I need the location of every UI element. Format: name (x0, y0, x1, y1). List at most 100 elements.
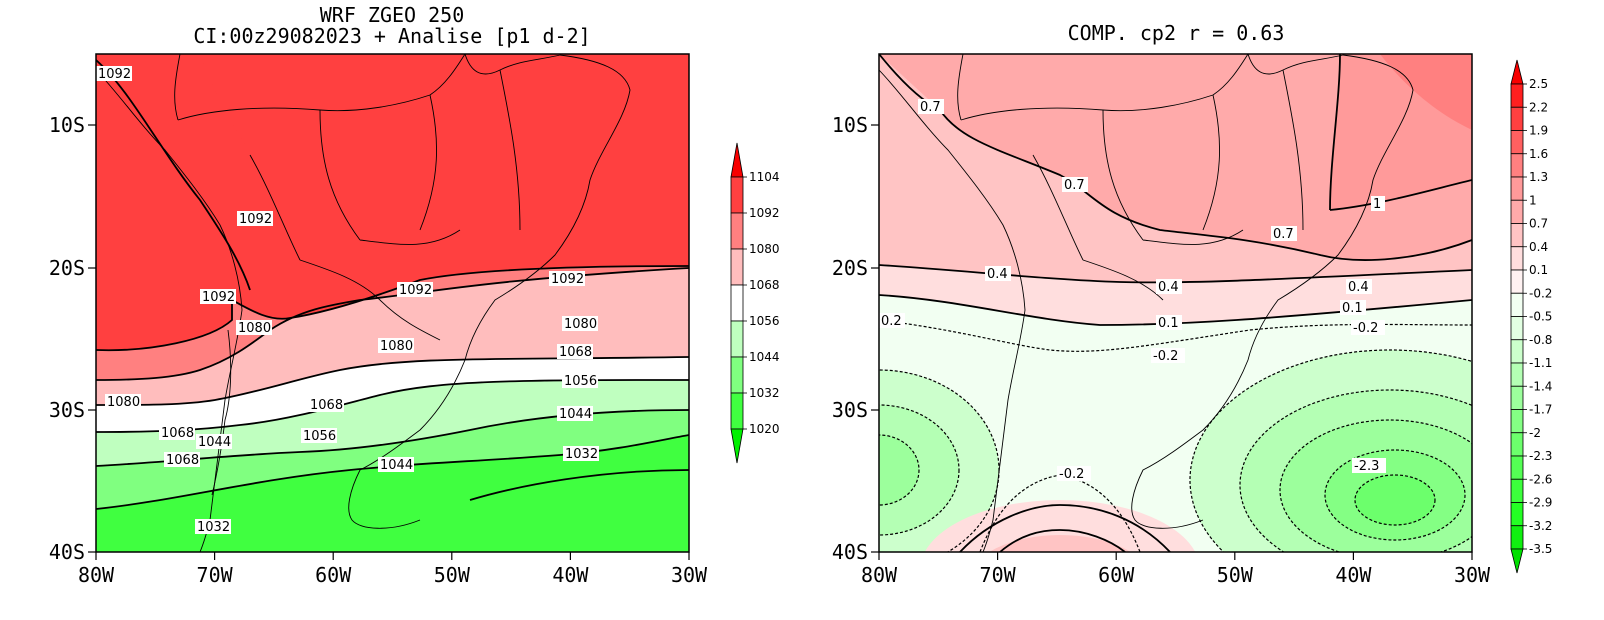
left-contour-label: 1080 (564, 317, 597, 332)
right-contour-label: -0.2 (1059, 467, 1084, 482)
right-colorbar-label: -3.5 (1529, 542, 1552, 556)
right-colorbar-box (1510, 199, 1524, 224)
left-contour-label: 1032 (197, 520, 230, 535)
right-map-field: 0.7 0.7 0.7 1 0.4 0.4 0.4 0.1 0.1 0.2 -0… (879, 54, 1472, 552)
right-colorbar-box (1510, 316, 1524, 341)
right-contours-positive (879, 54, 1472, 552)
right-colorbar-box (1510, 385, 1524, 410)
right-colorbar: 2.5 2.2 1.9 1.6 1.3 1 0.7 0.4 0.1 -0.2 -0.5 -0.8 -1.… (1510, 59, 1552, 574)
right-colorbar-label: 0.7 (1529, 217, 1548, 231)
right-colorbar-label: 1.6 (1529, 147, 1548, 161)
left-y-axis (88, 124, 96, 553)
left-y-tick: 30S (49, 398, 85, 422)
right-colorbar-label: -1.4 (1529, 379, 1552, 393)
right-colorbar-box (1510, 362, 1524, 387)
left-x-tick: 40W (552, 563, 589, 587)
left-contour-label: 1068 (161, 426, 194, 441)
right-x-tick: 30W (1454, 563, 1491, 587)
right-contour-label: 0.7 (920, 100, 941, 115)
right-x-tick: 80W (861, 563, 898, 587)
right-colorbar-box (1510, 176, 1524, 201)
right-y-axis (871, 124, 879, 553)
right-colorbar-box (1510, 525, 1524, 550)
left-y-tick: 20S (49, 256, 85, 280)
right-contour-label: 0.7 (1064, 178, 1085, 193)
right-contour-label: 0.4 (1348, 280, 1369, 295)
right-contour-labels: 0.7 0.7 0.7 1 0.4 0.4 0.4 0.1 0.1 0.2 -0… (879, 99, 1386, 482)
right-x-tick: 70W (980, 563, 1017, 587)
right-colorbar-label: -0.5 (1529, 310, 1552, 324)
right-colorbar-box (1510, 223, 1524, 248)
right-contour-label: -0.2 (1153, 349, 1178, 364)
right-contour-label: 0.4 (1158, 280, 1179, 295)
left-colorbar-max-arrow (730, 142, 744, 178)
left-panel: WRF ZGEO 250 CI:00z29082023 + Analise [p… (49, 3, 780, 587)
right-colorbar-label: 1 (1529, 193, 1537, 207)
left-contour-label: 1092 (551, 272, 584, 287)
left-contour-label: 1068 (559, 345, 592, 360)
left-colorbar-label: 1104 (749, 170, 780, 184)
left-contour-label: 1044 (198, 435, 231, 450)
left-y-tick: 40S (49, 540, 85, 564)
left-x-tick: 60W (315, 563, 352, 587)
right-y-tick: 40S (832, 540, 868, 564)
left-colorbar-label: 1092 (749, 206, 780, 220)
left-contour-label: 1068 (166, 453, 199, 468)
left-x-tick: 80W (78, 563, 115, 587)
left-title-line1: WRF ZGEO 250 (320, 3, 465, 27)
right-contour-label: 0.7 (1273, 227, 1294, 242)
left-contour-label: 1080 (380, 339, 413, 354)
right-colorbar-box (1510, 153, 1524, 178)
right-colorbar-label: -2.3 (1529, 449, 1552, 463)
left-x-tick: 30W (671, 563, 708, 587)
left-colorbar-box (730, 356, 744, 394)
right-y-tick: 10S (832, 113, 868, 137)
right-colorbar-label: 2.2 (1529, 100, 1548, 114)
right-colorbar-box (1510, 246, 1524, 271)
right-colorbar-label: -2 (1529, 426, 1541, 440)
right-contour-label: -2.3 (1354, 459, 1379, 474)
right-contour-label: 0.4 (987, 267, 1008, 282)
right-colorbar-box (1510, 130, 1524, 155)
left-x-tick: 50W (434, 563, 471, 587)
left-colorbar-label: 1056 (749, 314, 780, 328)
right-colorbar-box (1510, 83, 1524, 108)
right-colorbar-box (1510, 409, 1524, 434)
right-x-axis (878, 552, 1473, 560)
left-colorbar-box (730, 392, 744, 430)
left-colorbar-box (730, 320, 744, 358)
left-contour-label: 1056 (564, 374, 597, 389)
left-colorbar-min-arrow (730, 428, 744, 464)
left-contour-label: 1092 (202, 290, 235, 305)
right-coastlines (879, 54, 1414, 552)
left-colorbar-label: 1032 (749, 386, 780, 400)
right-colorbar-box (1510, 432, 1524, 457)
right-x-tick: 60W (1098, 563, 1135, 587)
left-map-frame (95, 53, 690, 553)
right-colorbar-label: -1.7 (1529, 403, 1552, 417)
right-colorbar-label: -0.2 (1529, 286, 1552, 300)
right-colorbar-label: -2.6 (1529, 472, 1552, 486)
right-colorbar-label: -3.2 (1529, 519, 1552, 533)
right-colorbar-box (1510, 502, 1524, 527)
left-colorbar-label: 1044 (749, 350, 780, 364)
right-colorbar-label: -2.9 (1529, 496, 1552, 510)
left-contour-label: 1092 (239, 212, 272, 227)
left-colorbar-box (730, 284, 744, 322)
left-contour-label: 1044 (380, 458, 413, 473)
right-colorbar-label: -0.8 (1529, 333, 1552, 347)
right-colorbar-label: 0.1 (1529, 263, 1548, 277)
right-map-frame (878, 53, 1473, 553)
right-colorbar-label: 0.4 (1529, 240, 1548, 254)
left-contour-label: 1092 (399, 283, 432, 298)
right-colorbar-min-arrow (1510, 548, 1524, 574)
left-x-axis (95, 552, 690, 560)
left-x-tick: 70W (197, 563, 234, 587)
left-colorbar-box (730, 248, 744, 286)
right-contour-label: 0.1 (1342, 301, 1363, 316)
left-map-field: 1092 1092 1092 1092 1092 1080 1080 1080 … (96, 54, 689, 552)
right-colorbar-label: 1.3 (1529, 170, 1548, 184)
right-contour-label: -0.2 (1353, 321, 1378, 336)
right-colorbar-box (1510, 292, 1524, 317)
